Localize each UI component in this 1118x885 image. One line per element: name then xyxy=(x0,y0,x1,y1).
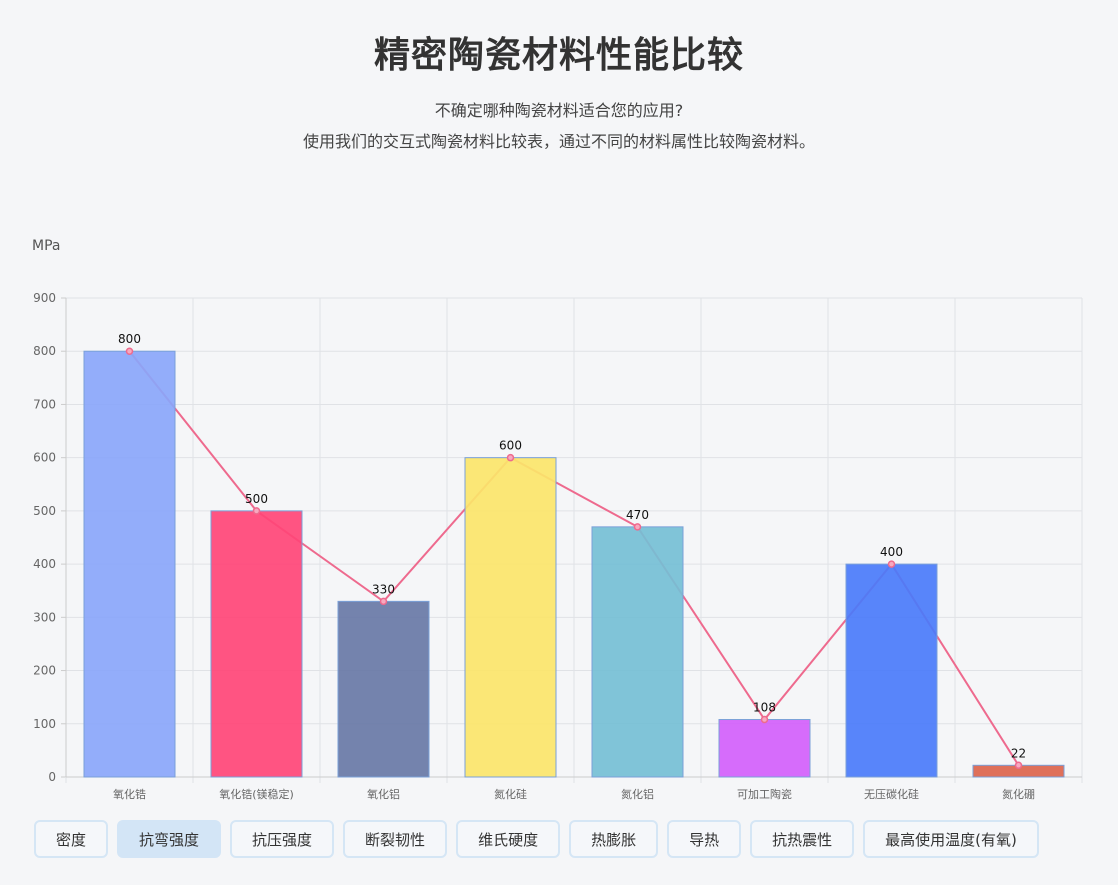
x-tick-label: 无压碳化硅 xyxy=(864,787,919,801)
property-button-2[interactable]: 抗压强度 xyxy=(230,820,335,858)
property-button-3[interactable]: 断裂韧性 xyxy=(343,820,448,858)
line-point xyxy=(506,453,515,462)
y-tick-label: 900 xyxy=(33,291,56,305)
y-tick-label: 400 xyxy=(33,557,56,571)
x-tick-label: 氮化硼 xyxy=(1002,787,1035,801)
property-selector: 密度 抗弯强度 抗压强度 断裂韧性 维氏硬度 热膨胀 导热 抗热震性 最高使用温度(有氧) xyxy=(34,820,1039,858)
subtitle-question: 不确定哪种陶瓷材料适合您的应用? xyxy=(434,101,684,120)
value-label: 22 xyxy=(1011,746,1026,760)
value-label: 330 xyxy=(372,582,395,596)
bar-3[interactable] xyxy=(464,457,557,778)
bar-5[interactable] xyxy=(718,719,811,778)
line-point xyxy=(252,507,261,515)
property-button-4[interactable]: 维氏硬度 xyxy=(456,820,561,858)
line-point xyxy=(633,523,642,531)
x-tick-label: 氮化硅 xyxy=(494,787,527,801)
value-label: 470 xyxy=(626,508,649,522)
y-axis-unit-label: MPa xyxy=(32,238,61,254)
value-label: 600 xyxy=(499,439,522,453)
x-tick-label: 可加工陶瓷 xyxy=(737,787,792,801)
property-button-5[interactable]: 热膨胀 xyxy=(569,820,659,858)
bar-2[interactable] xyxy=(337,600,430,778)
line-point xyxy=(1014,761,1023,770)
x-tick-label: 氧化锆 xyxy=(113,787,146,801)
property-button-1[interactable]: 抗弯强度 xyxy=(117,820,222,858)
y-tick-label: 800 xyxy=(33,344,56,358)
y-tick-label: 300 xyxy=(33,610,56,624)
value-label: 400 xyxy=(880,545,903,559)
y-tick-label: 500 xyxy=(33,504,56,518)
property-button-7[interactable]: 抗热震性 xyxy=(750,820,855,858)
x-tick-label: 氧化锆(镁稳定) xyxy=(219,787,294,801)
y-tick-label: 600 xyxy=(33,451,56,465)
line-point xyxy=(760,715,769,724)
line-point xyxy=(125,347,134,355)
y-tick-label: 200 xyxy=(33,664,56,678)
property-button-6[interactable]: 导热 xyxy=(667,820,742,858)
x-tick-label: 氮化铝 xyxy=(621,787,654,801)
bar-chart: 0 100 200 300 400 500 600 700 800 900 氧化锆 氧化锆(镁稳定) 氧… xyxy=(33,291,1083,801)
value-label: 108 xyxy=(753,701,776,715)
page-title: 精密陶瓷材料性能比较 xyxy=(373,35,744,76)
y-tick-label: 0 xyxy=(48,770,56,784)
bar-4[interactable] xyxy=(591,526,684,778)
x-tick-label: 氧化铝 xyxy=(367,787,400,801)
bar-0[interactable] xyxy=(83,350,176,778)
bar-6[interactable] xyxy=(845,563,938,778)
value-label: 500 xyxy=(245,492,268,506)
y-tick-label: 100 xyxy=(33,717,56,731)
property-button-0[interactable]: 密度 xyxy=(34,820,109,858)
bar-1[interactable] xyxy=(210,510,303,778)
subtitle-description: 使用我们的交互式陶瓷材料比较表，通过不同的材料属性比较陶瓷材料。 xyxy=(302,132,815,151)
line-point xyxy=(887,560,896,568)
line-point xyxy=(379,597,388,606)
y-tick-label: 700 xyxy=(33,397,56,411)
value-label: 800 xyxy=(118,332,141,346)
property-button-8[interactable]: 最高使用温度(有氧) xyxy=(863,820,1039,858)
